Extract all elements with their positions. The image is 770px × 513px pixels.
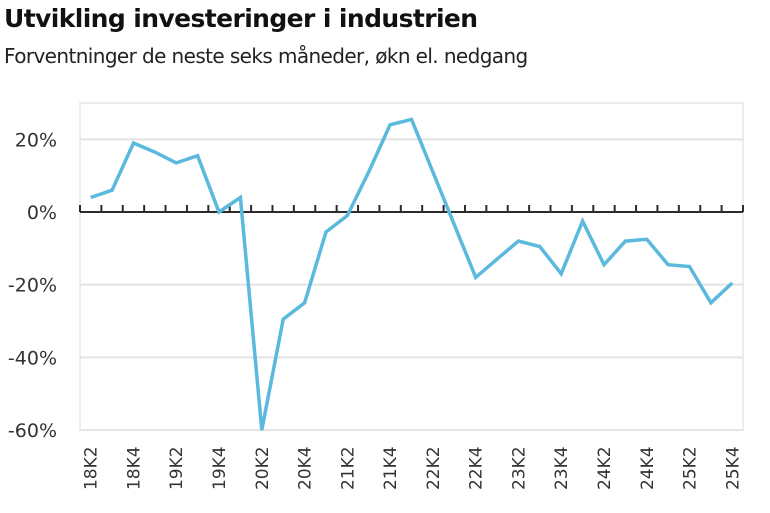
gridlines <box>80 138 743 431</box>
y-axis: 20% 0% -20% -40% -60% <box>8 129 57 442</box>
x-tick-label: 18K2 <box>82 446 102 490</box>
x-tick-label: 19K4 <box>210 446 230 490</box>
x-tick-label: 18K4 <box>124 446 144 490</box>
x-tick-label: 22K4 <box>467 446 487 490</box>
x-tick-label: 25K4 <box>723 446 743 490</box>
y-tick-label: 0% <box>27 202 57 224</box>
x-tick-label: 19K2 <box>167 446 187 490</box>
plot-frame <box>79 102 744 431</box>
x-tick-label: 24K2 <box>595 446 615 490</box>
x-tick-label: 21K4 <box>381 446 401 490</box>
x-tick-label: 25K2 <box>681 446 701 490</box>
x-tick-label: 20K2 <box>253 446 273 490</box>
zero-axis <box>79 205 744 213</box>
series-layer <box>90 117 734 431</box>
chart-subtitle: Forventninger de neste seks måneder, økn… <box>4 44 528 68</box>
y-tick-label: -60% <box>8 420 57 442</box>
y-tick-label: -20% <box>8 275 57 297</box>
chart-title: Utvikling investeringer i industrien <box>4 4 478 33</box>
x-tick-label: 21K2 <box>338 446 358 490</box>
x-tick-label: 20K4 <box>296 446 316 490</box>
x-tick-label: 23K4 <box>552 446 572 490</box>
y-tick-label: 20% <box>15 129 57 151</box>
x-tick-label: 24K4 <box>638 446 658 490</box>
series-line <box>90 117 734 431</box>
x-axis: 18K2 18K4 19K2 19K4 20K2 20K4 21K2 21K4 22K2 22K4… <box>82 446 744 490</box>
y-tick-label: -40% <box>8 347 57 369</box>
x-tick-label: 22K2 <box>424 446 444 490</box>
x-tick-label: 23K2 <box>509 446 529 490</box>
